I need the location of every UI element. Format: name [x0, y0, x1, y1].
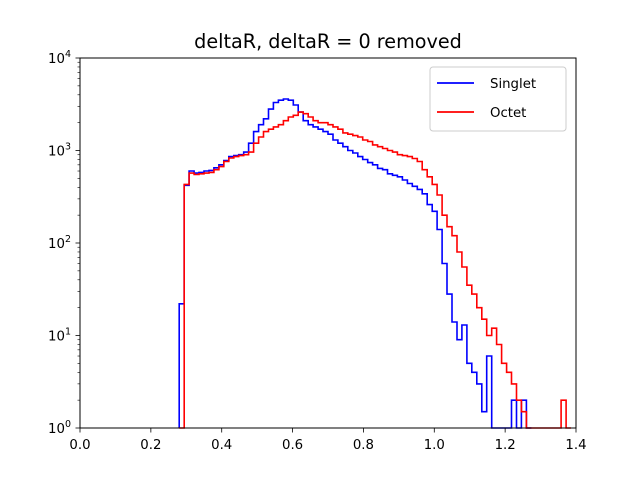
legend-label-singlet: Singlet — [490, 77, 536, 92]
series-layer — [178, 98, 571, 429]
y-tick-label: 101 — [48, 327, 71, 345]
series-line-octet — [179, 111, 571, 429]
legend: Singlet Octet — [429, 66, 567, 132]
x-tick-label: 0.8 — [353, 438, 374, 453]
y-tick-label: 102 — [48, 234, 71, 252]
x-tick-label: 1.2 — [495, 438, 516, 453]
y-tick-base: 10 — [48, 237, 65, 252]
y-tick-label: 100 — [48, 419, 71, 437]
chart-title: deltaR, deltaR = 0 removed — [194, 30, 462, 53]
y-tick-exponent: 2 — [65, 234, 71, 245]
x-tick-label: 0.6 — [282, 438, 303, 453]
y-tick-label: 103 — [48, 142, 71, 160]
y-tick-exponent: 4 — [65, 49, 71, 60]
series-line-singlet — [178, 98, 532, 429]
x-tick-label: 1.4 — [565, 438, 586, 453]
x-tick-label: 1.0 — [424, 438, 445, 453]
y-tick-exponent: 0 — [65, 419, 71, 430]
y-tick-exponent: 1 — [65, 327, 71, 338]
y-tick-exponent: 3 — [65, 142, 71, 153]
y-tick-base: 10 — [48, 330, 65, 345]
y-tick-base: 10 — [48, 422, 65, 437]
legend-label-octet: Octet — [490, 106, 526, 121]
x-tick-label: 0.2 — [140, 438, 161, 453]
y-tick-label: 104 — [48, 49, 71, 67]
y-tick-base: 10 — [48, 145, 65, 160]
x-tick-label: 0.4 — [211, 438, 232, 453]
y-tick-base: 10 — [48, 52, 65, 67]
x-tick-label: 0.0 — [69, 438, 90, 453]
x-axis: 0.0 0.2 0.4 0.6 0.8 1.0 1.2 1.4 — [69, 428, 587, 453]
